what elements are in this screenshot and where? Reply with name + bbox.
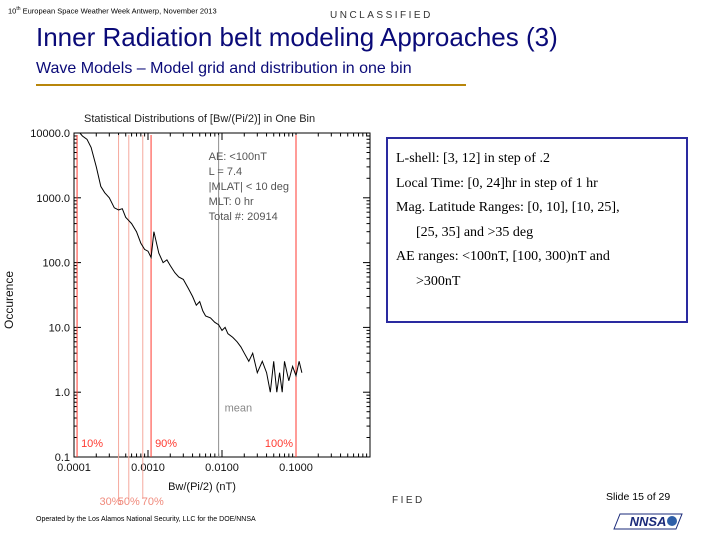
distribution-chart: Statistical Distributions of [Bw/(Pi/2)]…	[2, 113, 371, 508]
title-divider	[36, 84, 466, 86]
slide-title: Inner Radiation belt modeling Approaches…	[36, 22, 558, 52]
y-tick-label: 10000.0	[30, 128, 70, 140]
marker-label-50pct: 50%	[118, 496, 140, 508]
x-tick-label: 0.0010	[131, 462, 165, 474]
x-tick-label: 0.0100	[205, 462, 239, 474]
info-line-ae-cont: >300nT	[416, 273, 461, 289]
classification-bottom: FIED	[392, 495, 425, 506]
marker-label-10pct: 10%	[81, 438, 103, 450]
slide-subtitle: Wave Models – Model grid and distributio…	[36, 60, 412, 77]
chart-annotation-line: AE: <100nT	[209, 151, 268, 163]
info-line-local-time: Local Time: [0, 24]hr in step of 1 hr	[396, 175, 598, 191]
nnsa-logo: NNSA	[613, 513, 683, 530]
info-line-mlat-cont: [25, 35] and >35 deg	[416, 224, 534, 240]
conference-label: 10th European Space Weather Week Antwerp…	[8, 6, 217, 16]
x-tick-label: 0.1000	[279, 462, 313, 474]
nnsa-logo-text: NNSA	[630, 514, 667, 529]
chart-annotation-line: MLT: 0 hr	[209, 196, 254, 208]
classification-top: UNCLASSIFIED	[330, 10, 433, 21]
x-tick-label: 0.0001	[57, 462, 91, 474]
marker-label-90pct: 90%	[155, 438, 177, 450]
chart-annotation-line: L = 7.4	[209, 166, 243, 178]
info-line-lshell: L-shell: [3, 12] in step of .2	[396, 151, 550, 166]
y-tick-label: 1000.0	[36, 193, 70, 205]
y-tick-label: 1.0	[55, 387, 70, 399]
y-tick-label: 0.1	[55, 452, 70, 464]
y-axis-label: Occurence	[2, 271, 16, 329]
slide-number: Slide 15 of 29	[606, 491, 671, 503]
chart-annotation-line: |MLAT| < 10 deg	[209, 181, 289, 193]
info-line-ae: AE ranges: <100nT, [100, 300)nT and	[396, 249, 610, 264]
x-axis-label: Bw/(Pi/2) (nT)	[168, 481, 236, 493]
marker-label-mean: mean	[225, 403, 253, 415]
info-line-mlat: Mag. Latitude Ranges: [0, 10], [10, 25],	[396, 200, 620, 215]
marker-label-100pct: 100%	[265, 438, 293, 450]
distribution-series-line	[79, 132, 303, 393]
marker-label-30pct: 30%	[100, 496, 122, 508]
y-tick-label: 10.0	[49, 322, 70, 334]
y-tick-label: 100.0	[42, 258, 70, 270]
conference-text: European Space Weather Week Antwerp, Nov…	[22, 6, 217, 16]
chart-title: Statistical Distributions of [Bw/(Pi/2)]…	[84, 113, 315, 125]
model-grid-info-box: L-shell: [3, 12] in step of .2 Local Tim…	[386, 137, 688, 323]
chart-annotation-line: Total #: 20914	[209, 211, 278, 223]
marker-label-70pct: 70%	[142, 496, 164, 508]
operator-note: Operated by the Los Alamos National Secu…	[36, 516, 256, 523]
